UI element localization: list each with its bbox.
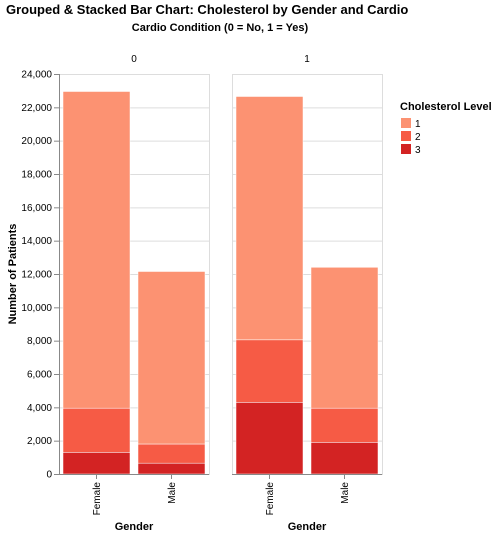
- bar-1-female-level-1: [235, 96, 304, 341]
- x-tick-label: Female: [92, 482, 103, 516]
- bar-0-male-level-1: [137, 271, 206, 445]
- x-tick-label: Female: [265, 482, 276, 516]
- bar-1-female-level-3: [235, 402, 304, 475]
- chart-subtitle: Cardio Condition (0 = No, 1 = Yes): [132, 22, 309, 34]
- legend-label-3: 3: [415, 145, 421, 156]
- x-tick-label: Male: [340, 482, 351, 504]
- y-tick-label: 0: [46, 470, 52, 481]
- facet-label-1: 1: [304, 54, 310, 65]
- facet-panel-0: 0 Female Male Gender 0 2,000 4,000 6,000 8,000 10…: [21, 54, 210, 533]
- bar-1-male-level-3: [310, 442, 379, 475]
- y-tick-label: 18,000: [21, 170, 52, 181]
- bar-0-female-level-3: [62, 452, 131, 475]
- legend-label-2: 2: [415, 132, 421, 143]
- facet-panel-1: 1 Female Male Gender: [232, 54, 383, 533]
- legend-swatch-1: [401, 118, 411, 128]
- y-tick-label: 10,000: [21, 303, 52, 314]
- legend: Cholesterol Level 1 2 3: [400, 101, 492, 156]
- bar-1-female-level-2: [235, 339, 304, 403]
- bar-0-female-level-2: [62, 407, 131, 453]
- legend-swatch-3: [401, 144, 411, 154]
- y-tick-label: 22,000: [21, 103, 52, 114]
- y-tick-label: 16,000: [21, 203, 52, 214]
- x-axis-title: Gender: [115, 521, 154, 533]
- y-tick-label: 20,000: [21, 136, 52, 147]
- bar-0-female-level-1: [62, 91, 131, 409]
- y-tick-label: 12,000: [21, 270, 52, 281]
- legend-title: Cholesterol Level: [400, 101, 492, 113]
- y-tick-label: 2,000: [27, 436, 52, 447]
- y-tick-label: 24,000: [21, 70, 52, 81]
- y-axis-title: Number of Patients: [7, 224, 19, 325]
- y-tick-label: 4,000: [27, 403, 52, 414]
- chart-title: Grouped & Stacked Bar Chart: Cholesterol…: [6, 2, 408, 17]
- y-tick-label: 14,000: [21, 236, 52, 247]
- legend-swatch-2: [401, 131, 411, 141]
- facet-label-0: 0: [131, 54, 137, 65]
- bar-0-male-level-3: [137, 462, 206, 475]
- bar-1-male-level-1: [310, 267, 379, 409]
- y-tick-label: 6,000: [27, 370, 52, 381]
- bar-0-male-level-2: [137, 443, 206, 464]
- bar-1-male-level-2: [310, 407, 379, 443]
- facet-panels: 0 Female Male Gender 0 2,000 4,000 6,000 8,000 10…: [21, 54, 383, 533]
- x-axis-title: Gender: [288, 521, 327, 533]
- legend-label-1: 1: [415, 119, 421, 130]
- y-tick-label: 8,000: [27, 336, 52, 347]
- x-tick-label: Male: [167, 482, 178, 504]
